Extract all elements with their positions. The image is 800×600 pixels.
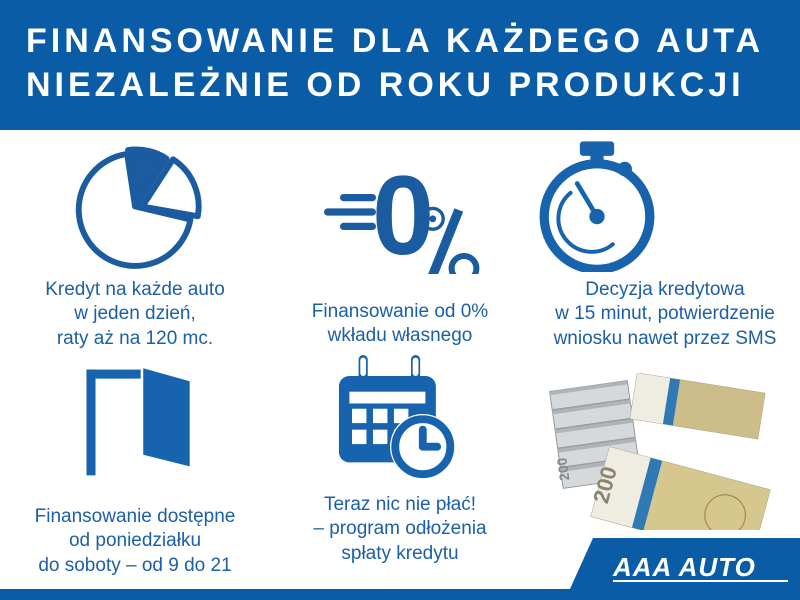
svg-text:200: 200 (553, 456, 572, 481)
svg-text:0: 0 (372, 162, 434, 274)
